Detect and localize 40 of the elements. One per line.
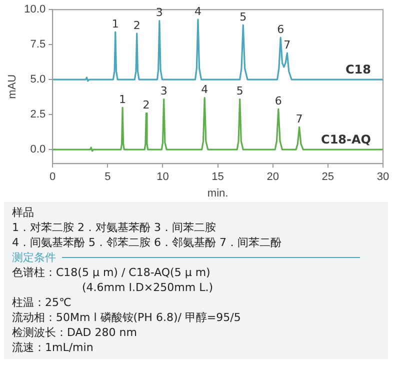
y-tick-label: 5.0 xyxy=(30,74,46,86)
annotation: 5 xyxy=(236,84,244,98)
text: 1．对苯二胺 2．对氨基苯酚 3．间苯二胺 xyxy=(12,221,216,234)
annotation: 6 xyxy=(277,22,284,36)
x-tick-label: 0 xyxy=(50,171,56,184)
y-axis-title: mAU xyxy=(6,74,19,99)
series-label: C18 xyxy=(345,62,371,77)
annotation: 6 xyxy=(274,94,282,108)
text: 4．间氨基苯酚 5．邻苯二胺 6．邻氨基酚 7．间苯二酚 xyxy=(12,236,282,249)
annotation: 5 xyxy=(240,10,247,24)
annotation: 1 xyxy=(112,17,119,30)
x-tick-label: 25 xyxy=(322,171,334,184)
text: 测定条件 xyxy=(12,250,56,265)
x-tick-label: 15 xyxy=(212,171,224,184)
x-tick-label: 20 xyxy=(266,171,279,184)
annotation: 7 xyxy=(296,112,303,126)
annotation: 4 xyxy=(201,83,208,96)
text: (4.6mm I.D×250mm L.) xyxy=(82,281,213,294)
annotation: 1 xyxy=(119,92,126,106)
x-tick-label: 30 xyxy=(376,171,390,184)
y-tick-label: 2.5 xyxy=(30,108,46,121)
x-tick-label: 10 xyxy=(156,171,169,184)
y-tick-label: 0.0 xyxy=(30,144,46,156)
text: 流速：1mL/min xyxy=(12,341,94,354)
text: 柱温：25℃ xyxy=(12,296,72,309)
text: 检测波长：DAD 280 nm xyxy=(12,326,137,339)
annotation: 3 xyxy=(160,84,168,98)
x-axis-title: min. xyxy=(207,187,228,200)
series-label: C18-AQ xyxy=(321,132,371,147)
text: 色谱柱：C18(5 μ m) / C18-AQ(5 μ m) xyxy=(12,266,210,279)
x-tick-label: 5 xyxy=(104,171,111,184)
annotation: 7 xyxy=(284,38,291,52)
y-tick-label: 7.5 xyxy=(30,38,46,51)
annotation: 2 xyxy=(133,18,140,32)
text: 样品 xyxy=(12,206,34,219)
annotation: 3 xyxy=(156,6,163,20)
annotation: 4 xyxy=(194,4,202,18)
y-tick-label: 10.0 xyxy=(24,4,46,16)
annotation: 2 xyxy=(142,98,150,112)
text: 流动相：50Mm l 磷酸铵(PH 6.8)/ 甲醇=95/5 xyxy=(12,311,241,324)
